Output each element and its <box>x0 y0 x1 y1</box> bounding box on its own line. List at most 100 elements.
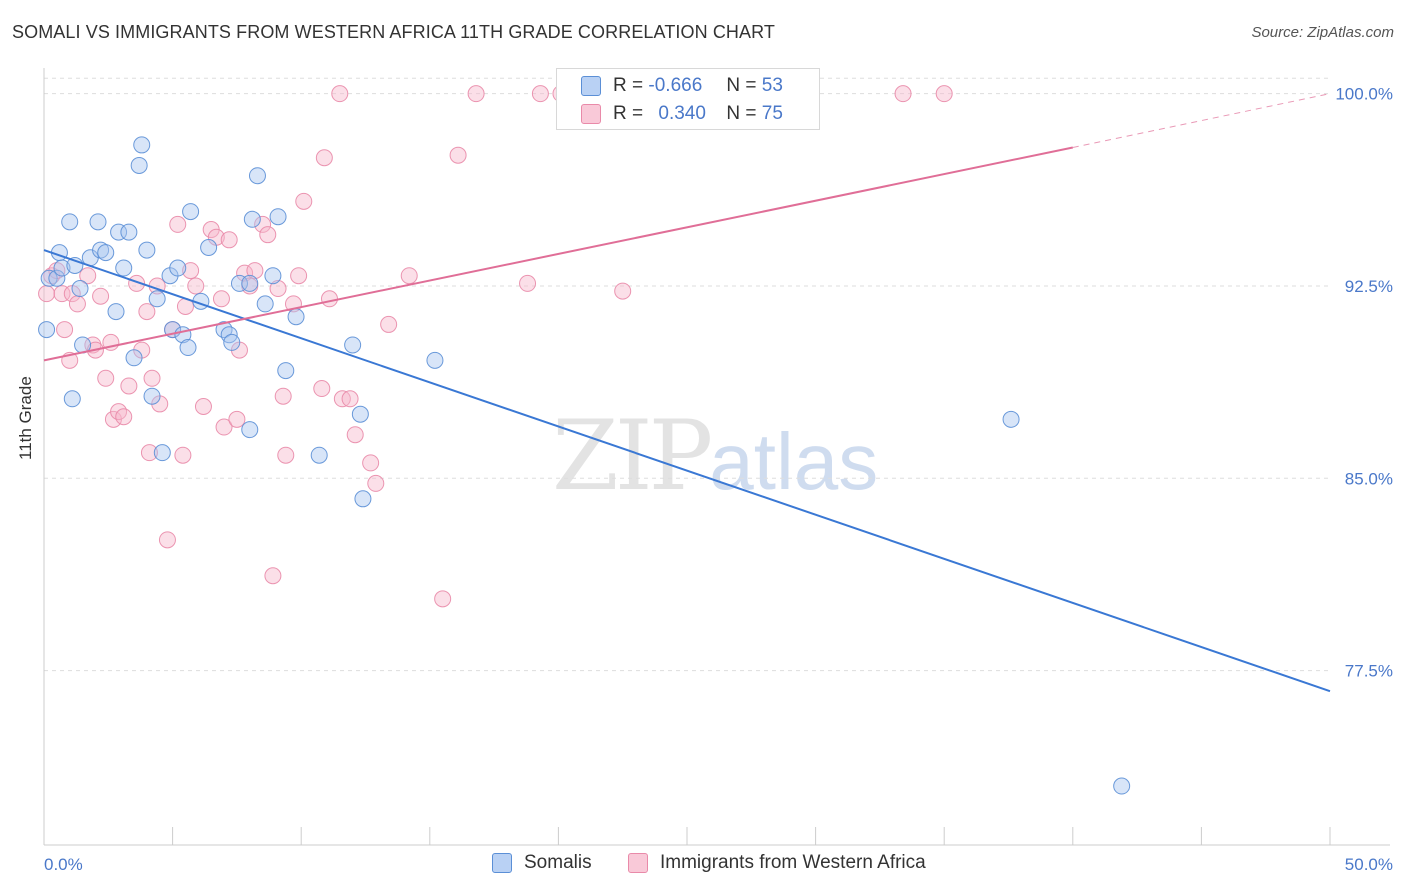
waf-point <box>519 274 537 292</box>
waf-point <box>182 262 200 280</box>
legend-item-somalis[interactable]: Somalis <box>492 852 592 874</box>
stats-legend: R = -0.666 N = 53 R = 0.340 N = 75 <box>556 68 820 130</box>
watermark: ZIPatlas <box>552 400 878 512</box>
waf-point <box>143 369 161 387</box>
y-tick-label: 77.5% <box>1345 662 1393 681</box>
gridlines <box>44 77 1330 672</box>
somali-point <box>344 336 362 354</box>
somali-point <box>169 259 187 277</box>
chart-title: SOMALI VS IMMIGRANTS FROM WESTERN AFRICA… <box>12 22 775 42</box>
somali-point <box>248 167 266 185</box>
waf-point <box>220 231 238 249</box>
somali-point <box>264 267 282 285</box>
waf-point <box>531 85 549 103</box>
waf-point <box>187 277 205 295</box>
somali-point <box>256 295 274 313</box>
waf-point <box>110 403 128 421</box>
waf-point <box>380 315 398 333</box>
somali-point <box>243 210 261 228</box>
waf-point <box>194 397 212 415</box>
somali-point <box>200 239 218 257</box>
waf-point <box>115 408 133 426</box>
y-tick-label: 100.0% <box>1335 85 1393 104</box>
somali-point <box>426 351 444 369</box>
waf-point <box>614 282 632 300</box>
somali-point <box>310 446 328 464</box>
tick-labels: 77.5% 85.0% 92.5% 100.0% 0.0% 50.0% <box>44 85 1393 874</box>
somali-point <box>63 390 81 408</box>
series-legend: Somalis Immigrants from Western Africa <box>0 852 1406 878</box>
y-tick-label: 85.0% <box>1345 469 1393 488</box>
somali-point <box>153 444 171 462</box>
somali-point <box>1002 410 1020 428</box>
somali-point <box>215 321 233 339</box>
r-value-waf: 0.340 <box>658 103 706 124</box>
x-tick-label-min: 0.0% <box>44 855 83 874</box>
waf-point <box>295 192 313 210</box>
waf-point <box>449 146 467 164</box>
somali-point <box>277 362 295 380</box>
stats-row-waf: R = 0.340 N = 75 <box>581 101 783 127</box>
somali-point <box>241 274 259 292</box>
waf-point <box>158 531 176 549</box>
somali-point <box>241 421 259 439</box>
watermark-zip: ZIP <box>552 400 713 512</box>
r-label: R = <box>613 75 644 96</box>
somali-point <box>130 156 148 174</box>
waf-legend-swatch <box>628 853 648 873</box>
waf-point <box>246 262 264 280</box>
somali-point <box>38 321 56 339</box>
waf-point <box>212 290 230 308</box>
n-label: N = <box>726 103 757 124</box>
waf-point <box>215 418 233 436</box>
waf-point <box>315 149 333 167</box>
waf-point <box>400 267 418 285</box>
somali-point <box>125 349 143 367</box>
somali-point <box>148 290 166 308</box>
waf-point <box>228 410 246 428</box>
legend-item-waf[interactable]: Immigrants from Western Africa <box>628 852 926 874</box>
y-tick-label: 92.5% <box>1345 277 1393 296</box>
somali-point <box>71 280 89 298</box>
waf-trend-extension <box>1072 93 1331 148</box>
somali-point <box>107 303 125 321</box>
n-label: N = <box>726 75 757 96</box>
waf-point <box>935 85 953 103</box>
somali-point <box>48 269 66 287</box>
waf-point <box>331 85 349 103</box>
somali-point <box>92 241 110 259</box>
somali-point <box>223 333 241 351</box>
waf-point <box>120 377 138 395</box>
somali-legend-swatch <box>492 853 512 873</box>
waf-point <box>313 380 331 398</box>
waf-point <box>341 390 359 408</box>
waf-point <box>68 295 86 313</box>
waf-trend-line <box>43 146 1074 362</box>
waf-point <box>362 454 380 472</box>
waf-point <box>169 215 187 233</box>
somali-point <box>269 208 287 226</box>
x-tick-label-max: 50.0% <box>1345 855 1393 874</box>
waf-point <box>346 426 364 444</box>
source-label: Source: ZipAtlas.com <box>1251 24 1394 41</box>
somali-point <box>143 387 161 405</box>
somali-point <box>110 223 128 241</box>
r-value-somalis: -0.666 <box>648 75 703 96</box>
waf-swatch <box>581 104 601 124</box>
somali-swatch <box>581 76 601 96</box>
trend-lines <box>43 93 1331 693</box>
somali-point <box>89 213 107 231</box>
n-value-somalis: 53 <box>761 75 783 96</box>
waf-point <box>269 280 287 298</box>
somali-point <box>138 241 156 259</box>
somali-point <box>351 405 369 423</box>
waf-point <box>138 303 156 321</box>
waf-point <box>277 446 295 464</box>
somali-trend-line <box>43 249 1331 693</box>
waf-point <box>254 215 272 233</box>
axes <box>43 68 1390 846</box>
somali-point <box>120 223 138 241</box>
somali-point <box>354 490 372 508</box>
legend-label-somalis: Somalis <box>524 852 592 873</box>
